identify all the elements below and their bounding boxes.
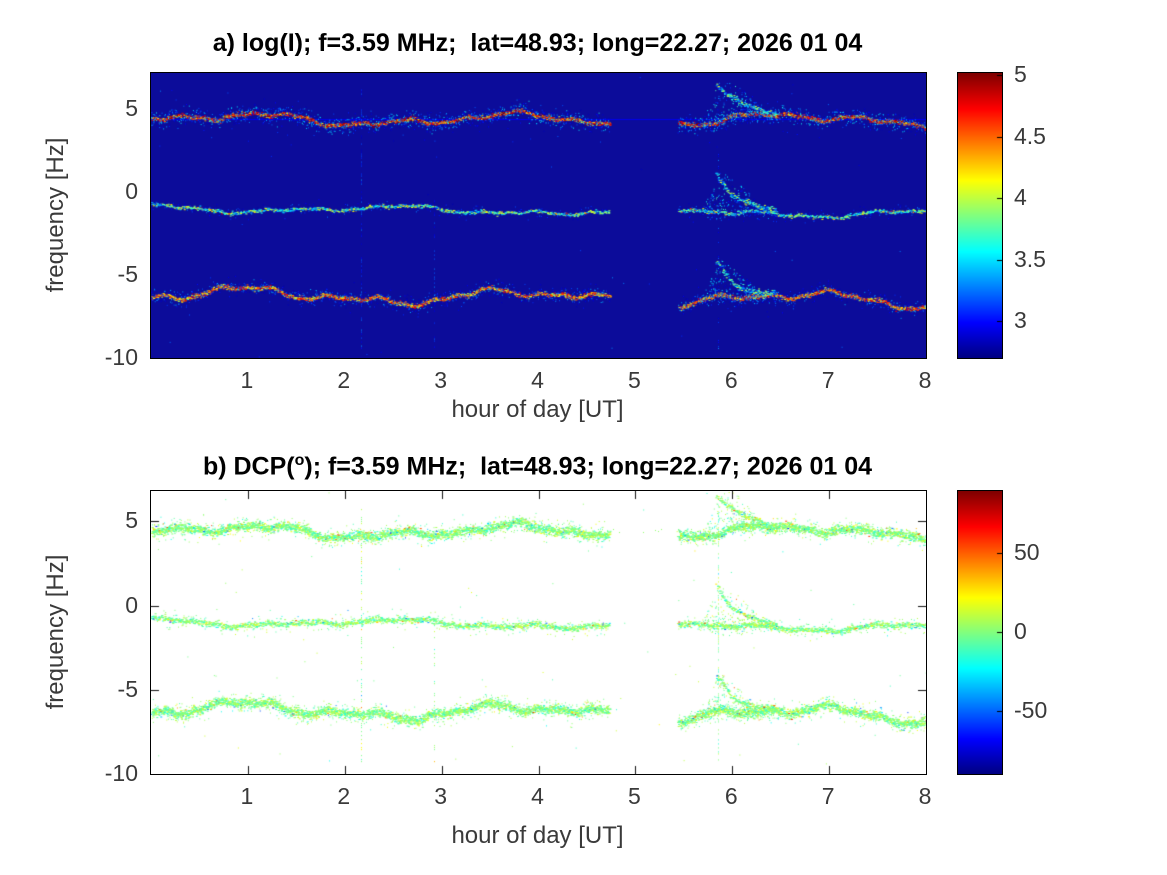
panel-b-ytick-label--5: -5: [117, 675, 138, 702]
panel-b-ytick-label-0: 0: [125, 591, 138, 618]
panel-b-colorbar-label-50: 50: [1014, 538, 1040, 565]
panel-a-ytick-label--5: -5: [117, 261, 138, 288]
panel-a-heatmap: [150, 72, 927, 359]
panel-b-xlabel: hour of day [UT]: [451, 822, 624, 849]
panel-b-title-sup: o: [294, 452, 305, 469]
panel-a-colorbar-label-3: 3: [1014, 307, 1027, 334]
panel-b-colorbar: [957, 490, 1003, 775]
panel-b-xtick-label-1: 1: [240, 783, 254, 809]
panel-a-colorbar-label-5: 5: [1014, 61, 1027, 88]
panel-b-xtick-label-5: 5: [627, 783, 641, 809]
panel-a-colorbar-label-3.5: 3.5: [1014, 245, 1046, 272]
panel-a-ytick-label--10: -10: [104, 344, 138, 370]
panel-a-colorbar-label-4.5: 4.5: [1014, 122, 1046, 149]
panel-a-xlabel: hour of day [UT]: [451, 396, 624, 423]
panel-b-xtick-label-7: 7: [821, 783, 835, 809]
panel-a-ytick-label-5: 5: [125, 95, 138, 122]
panel-b-xtick-label-8: 8: [918, 783, 932, 809]
panel-a-colorbar-label-4: 4: [1014, 184, 1027, 211]
panel-a-colorbar: [957, 72, 1003, 359]
panel-b-title-pre: b) DCP(: [202, 452, 295, 481]
panel-a-xtick-label-7: 7: [821, 367, 835, 393]
panel-b-heatmap: [150, 490, 927, 775]
panel-a-ytick-label-0: 0: [125, 178, 138, 205]
panel-b-xtick-label-3: 3: [434, 783, 448, 809]
panel-a-xtick-label-6: 6: [724, 367, 738, 393]
panel-a-xtick-label-4: 4: [531, 367, 544, 393]
panel-b-title: b) DCP(o); f=3.59 MHz; lat=48.93; long=2…: [150, 446, 925, 481]
panel-a-xtick-label-5: 5: [627, 367, 641, 393]
panel-a-xtick-label-1: 1: [240, 367, 254, 393]
panel-a-xtick-label-3: 3: [434, 367, 448, 393]
panel-b-ytick-label-5: 5: [125, 507, 138, 534]
panel-b-xtick-label-2: 2: [337, 783, 351, 809]
panel-b-ytick-label--10: -10: [104, 760, 138, 786]
panel-a-xtick-label-8: 8: [918, 367, 932, 393]
panel-b-xtick-label-4: 4: [531, 783, 544, 809]
panel-b-colorbar-label--50: -50: [1014, 696, 1048, 723]
panel-b-xtick-label-6: 6: [724, 783, 738, 809]
panel-a-title: a) log(I); f=3.59 MHz; lat=48.93; long=2…: [212, 29, 863, 57]
panel-b-title-post: ); f=3.59 MHz; lat=48.93; long=22.27; 20…: [304, 452, 873, 481]
panel-b-colorbar-label-0: 0: [1014, 617, 1027, 644]
panel-a-xtick-label-2: 2: [337, 367, 351, 393]
